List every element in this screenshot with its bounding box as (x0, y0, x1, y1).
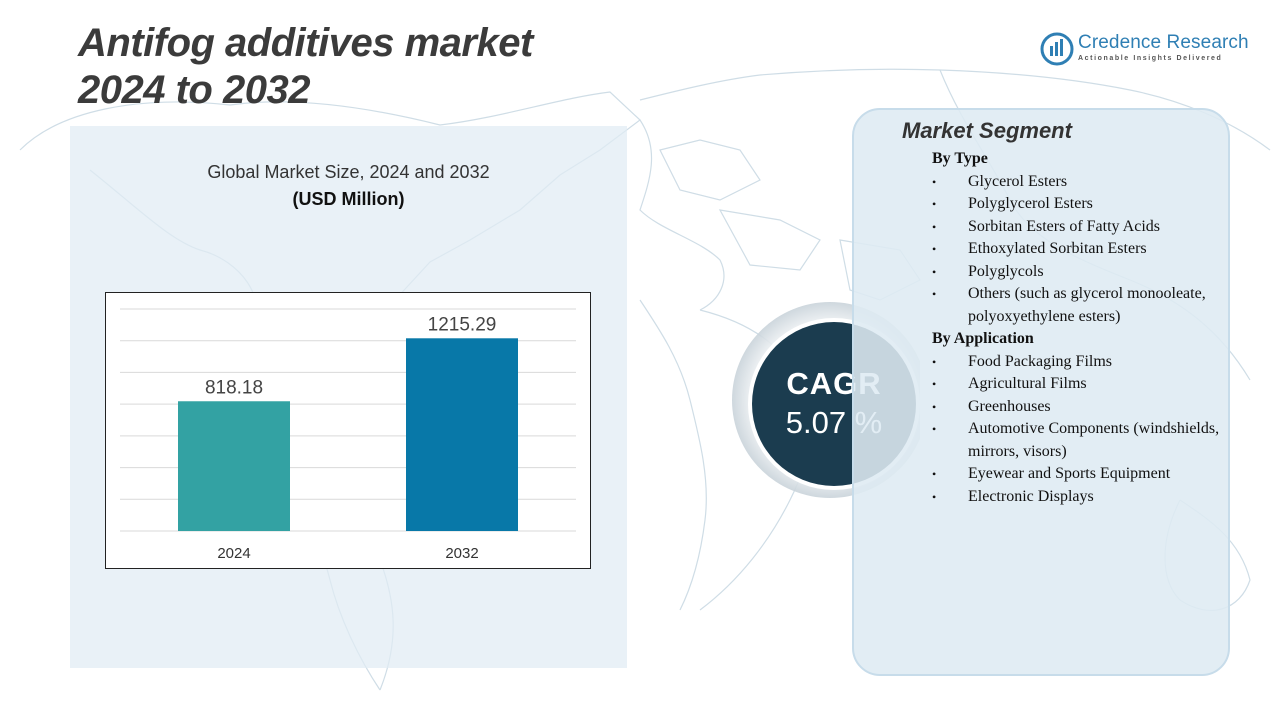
bar-2032 (406, 338, 518, 531)
list-item: • Eyewear and Sports Equipment (932, 463, 1222, 486)
bullet-icon: • (932, 399, 937, 414)
list-item: • Ethoxylated Sorbitan Esters (932, 238, 1222, 261)
segment-title: Market Segment (902, 118, 1072, 143)
brand-name: Credence Research (1078, 32, 1249, 53)
list-item: • Food Packaging Films (932, 351, 1222, 374)
bullet-icon: • (932, 489, 937, 504)
segment-heading-type: By Type (932, 150, 988, 167)
bullet-icon: • (932, 174, 937, 189)
title-line-1: Antifog additives market (78, 21, 533, 65)
brand-logo: Credence Research Actionable Insights De… (1040, 30, 1255, 70)
data-label-2032: 1215.29 (428, 314, 497, 335)
bullet-icon: • (932, 467, 937, 481)
list-item: • Others (such as glycerol monooleate, po… (932, 285, 1206, 325)
segment-list-type: • Glycerol Esters • Polyglycerol Esters • S… (932, 171, 1222, 329)
bar-chart-canvas: 818.18 2024 1215.29 2032 (120, 308, 576, 562)
segment-heading-application: By Application (932, 330, 1034, 347)
bullet-icon: • (932, 219, 937, 234)
segment-body: By Type • Glycerol Esters • Polyglycerol E… (932, 148, 1222, 508)
list-item: • Polyglycols (932, 261, 1222, 284)
bullet-icon: • (932, 287, 937, 301)
chart-title: Global Market Size, 2024 and 2032 (207, 162, 490, 182)
list-item: • Automotive Components (windshields, mir… (932, 420, 1220, 460)
brand-tagline: Actionable Insights Delivered (1078, 55, 1223, 62)
bar-2024 (178, 401, 290, 531)
chart-subtitle: (USD Million) (292, 189, 405, 209)
data-label-2024: 818.18 (205, 377, 263, 398)
bullet-icon: • (932, 242, 937, 256)
bullet-icon: • (932, 354, 937, 369)
bar-chart: 818.18 2024 1215.29 2032 (105, 292, 591, 569)
bullet-icon: • (932, 422, 937, 436)
list-item: • Polyglycerol Esters (932, 193, 1222, 216)
list-item: • Glycerol Esters (932, 171, 1222, 194)
segment-list-application: • Food Packaging Films • Agricultural Film… (932, 351, 1222, 509)
market-segment-panel: Market Segment By Type • Glycerol Esters … (852, 108, 1230, 676)
x-tick-label-2032: 2032 (445, 545, 478, 562)
bullet-icon: • (932, 264, 937, 279)
bullet-icon: • (932, 197, 937, 211)
title-line-2: 2024 to 2032 (78, 68, 310, 112)
x-tick-label-2024: 2024 (217, 545, 250, 562)
list-item: • Electronic Displays (932, 486, 1222, 509)
list-item: • Sorbitan Esters of Fatty Acids (932, 216, 1222, 239)
bullet-icon: • (932, 377, 937, 391)
list-item: • Agricultural Films (932, 373, 1222, 396)
page-title: Antifog additives market 2024 to 2032 (78, 20, 533, 114)
list-item: • Greenhouses (932, 396, 1222, 419)
brand-logo-icon (1040, 32, 1074, 66)
